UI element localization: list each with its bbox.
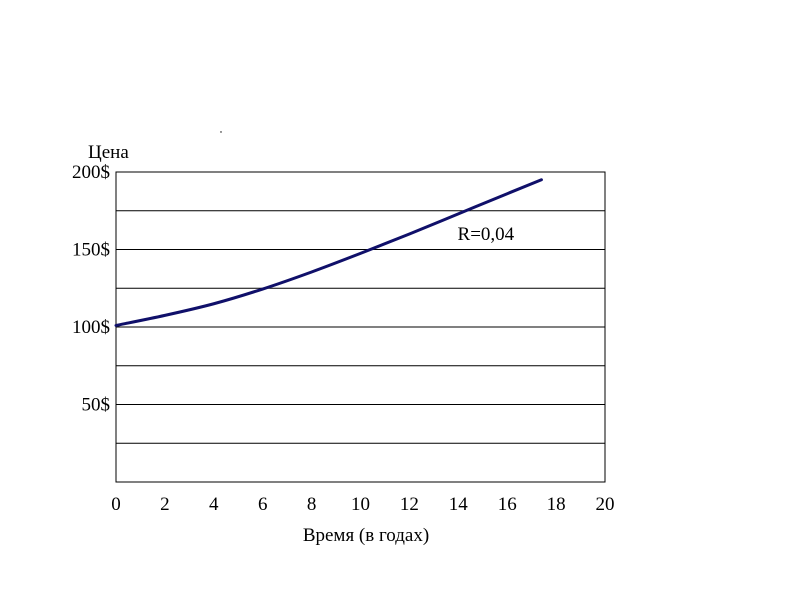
annotations: R=0,04 — [458, 224, 515, 245]
x-tick-label: 6 — [258, 494, 268, 515]
stray-dot — [220, 131, 222, 133]
x-tick-label: 20 — [596, 494, 615, 515]
x-tick-label: 0 — [111, 494, 121, 515]
x-tick-label: 4 — [209, 494, 219, 515]
x-tick-label: 10 — [351, 494, 370, 515]
y-axis-label: Цена — [88, 142, 129, 163]
y-tick-label: 100$ — [72, 317, 110, 338]
plot-border — [115, 171, 606, 483]
x-tick-labels: 0 2 4 6 8 10 12 14 16 18 20 — [111, 494, 614, 515]
annotation-label: R=0,04 — [458, 224, 515, 245]
grid-lines — [116, 171, 605, 444]
series-line-0 — [114, 178, 543, 327]
x-tick-label: 16 — [498, 494, 517, 515]
x-tick-label: 12 — [400, 494, 419, 515]
y-tick-label: 150$ — [72, 240, 110, 261]
y-tick-label: 50$ — [82, 395, 111, 416]
x-axis-label: Время (в годах) — [303, 525, 429, 546]
plot-frame — [115, 171, 606, 483]
y-tick-labels: 50$ 100$ 150$ 200$ — [72, 162, 110, 416]
series-group — [114, 178, 543, 327]
y-tick-label: 200$ — [72, 162, 110, 183]
x-tick-label: 14 — [449, 494, 469, 515]
x-tick-label: 18 — [547, 494, 566, 515]
x-tick-label: 8 — [307, 494, 317, 515]
x-tick-label: 2 — [160, 494, 170, 515]
